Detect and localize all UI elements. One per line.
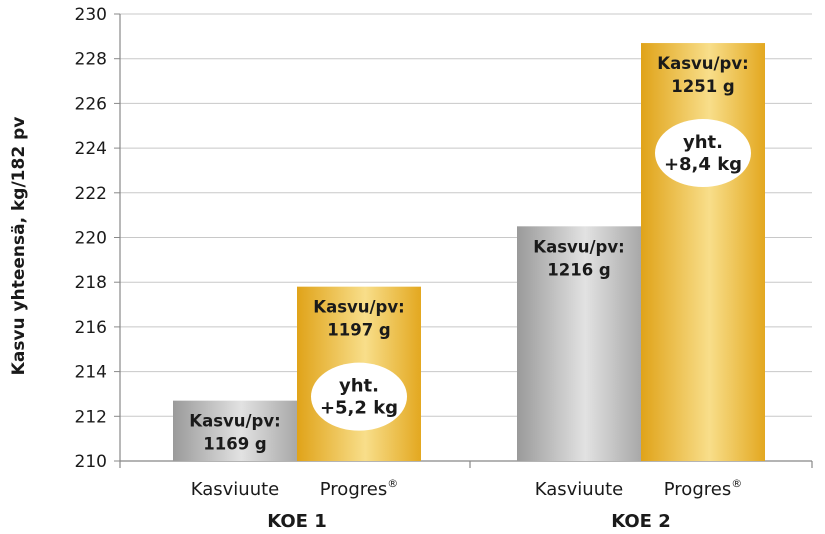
y-tick-label: 220 <box>75 229 107 249</box>
y-tick-label: 228 <box>75 50 107 70</box>
x-group-label: KOE 2 <box>611 511 671 532</box>
bar-data-label: Kasvu/pv: <box>533 237 624 256</box>
y-tick-label: 218 <box>75 273 107 293</box>
bubble-label: +5,2 kg <box>320 398 398 419</box>
y-axis-label: Kasvu yhteensä, kg/182 pv <box>9 117 29 376</box>
x-category-label: Progres® <box>664 477 742 500</box>
bar-koe-2-kasviuute <box>517 226 641 461</box>
y-tick-label: 212 <box>75 407 107 427</box>
bar-data-label: Kasvu/pv: <box>313 298 404 317</box>
y-tick-label: 224 <box>75 139 107 159</box>
y-tick-label: 226 <box>75 94 107 114</box>
bars <box>173 43 765 462</box>
bubble-label: +8,4 kg <box>664 154 742 175</box>
bar-data-label: 1216 g <box>547 260 610 279</box>
bar-data-label: Kasvu/pv: <box>657 54 748 73</box>
bar-data-label: 1169 g <box>203 435 266 454</box>
y-tick-label: 216 <box>75 318 107 338</box>
bar-data-label: Kasvu/pv: <box>189 412 280 431</box>
y-tick-label: 230 <box>75 5 107 25</box>
x-category-label: Kasviuute <box>191 479 280 500</box>
x-category-label: Progres® <box>320 477 398 500</box>
bar-koe-1-kasviuute <box>173 400 297 461</box>
bubble-label: yht. <box>339 376 379 397</box>
y-tick-label: 222 <box>75 184 107 204</box>
bar-data-label: 1197 g <box>327 321 390 340</box>
total-bubble <box>655 119 751 188</box>
y-tick-label: 210 <box>75 452 107 472</box>
bar-koe-2-progres <box>641 43 765 462</box>
bar-data-label: 1251 g <box>671 77 734 96</box>
y-tick-label: 214 <box>75 363 107 383</box>
x-group-label: KOE 1 <box>267 511 327 532</box>
x-category-label: Kasviuute <box>535 479 624 500</box>
labels: 210 212 214 216 218 220 222 224 226 228 230 Kasvu/p… <box>75 5 751 532</box>
total-bubble <box>311 362 407 431</box>
bubble-label: yht. <box>683 132 723 153</box>
